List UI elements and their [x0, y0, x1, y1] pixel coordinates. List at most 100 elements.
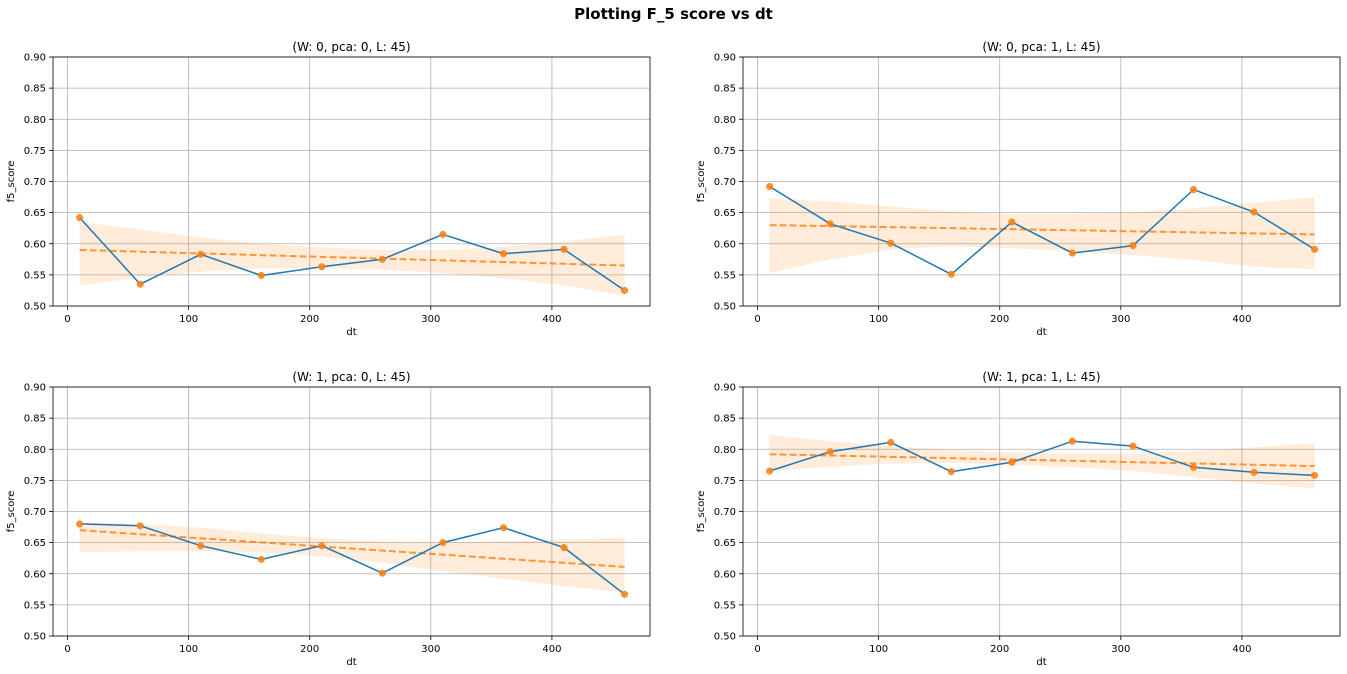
x-axis-label: dt: [1036, 327, 1046, 338]
y-tick-label: 0.55: [714, 270, 736, 281]
x-tick-label: 300: [421, 644, 440, 655]
data-point: [560, 245, 568, 253]
data-point: [257, 555, 265, 563]
y-axis-label: f5_score: [696, 491, 707, 533]
y-tick-label: 0.90: [714, 53, 736, 64]
x-tick-label: 200: [300, 314, 319, 325]
y-tick-label: 0.85: [714, 414, 736, 425]
x-tick-label: 300: [1111, 644, 1130, 655]
data-point: [378, 569, 386, 577]
y-tick-label: 0.65: [714, 208, 736, 219]
x-tick-label: 200: [990, 314, 1009, 325]
series-line: [79, 523, 626, 595]
data-point: [197, 250, 205, 258]
y-tick-label: 0.70: [714, 507, 736, 518]
y-tick-label: 0.60: [714, 239, 736, 250]
regression-line: [769, 224, 1315, 236]
x-tick-label: 100: [869, 314, 888, 325]
x-tick-label: 300: [421, 314, 440, 325]
series-line: [79, 217, 626, 292]
data-point: [947, 270, 955, 278]
y-tick-label: 0.60: [24, 239, 46, 250]
x-tick-label: 0: [64, 644, 70, 655]
data-point: [1189, 186, 1198, 194]
x-tick-label: 300: [1111, 314, 1130, 325]
data-point: [499, 524, 508, 532]
y-tick-label: 0.75: [714, 476, 736, 487]
y-tick-label: 0.70: [714, 177, 736, 188]
x-tick-label: 100: [869, 644, 888, 655]
y-tick-label: 0.60: [714, 569, 736, 580]
x-tick-label: 400: [542, 644, 561, 655]
data-point: [766, 467, 774, 475]
y-tick-label: 0.80: [24, 445, 46, 456]
y-axis-label: f5_score: [6, 491, 17, 533]
regression-line: [79, 248, 625, 267]
data-point: [1250, 208, 1258, 216]
data-point: [1250, 468, 1258, 476]
x-axis-label: dt: [346, 327, 356, 338]
y-tick-label: 0.90: [24, 383, 46, 394]
data-point: [621, 286, 629, 294]
subplot-4: 0 100 200 300 400 0.50 0.55 0.60 0.65 0.70 0.75 0.8…: [696, 370, 1341, 668]
subplot-1: 0 100 200 300 400 0.50 0.55 0.60 0.65 0.70 0.75 0.8…: [6, 40, 651, 338]
confidence-band: [769, 434, 1315, 489]
data-point: [826, 448, 834, 456]
x-tick-label: 100: [179, 314, 198, 325]
x-tick-label: 0: [754, 644, 760, 655]
x-tick-label: 200: [990, 644, 1009, 655]
x-tick-label: 0: [64, 314, 70, 325]
y-tick-label: 0.65: [24, 208, 46, 219]
data-point: [947, 468, 955, 476]
y-tick-label: 0.75: [24, 146, 46, 157]
subplot-title: (W: 0, pca: 1, L: 45): [982, 40, 1100, 54]
y-tick-label: 0.55: [24, 270, 46, 281]
x-axis-label: dt: [1036, 657, 1046, 668]
series-line: [769, 185, 1315, 276]
y-tick-label: 0.65: [714, 538, 736, 549]
data-point: [1008, 458, 1016, 466]
data-point: [1068, 437, 1076, 445]
confidence-band: [769, 197, 1315, 273]
y-tick-label: 0.65: [24, 538, 46, 549]
data-point: [766, 182, 774, 191]
data-point: [499, 250, 508, 258]
x-tick-label: 400: [1232, 644, 1251, 655]
x-tick-label: 200: [300, 644, 319, 655]
y-tick-label: 0.90: [714, 383, 736, 394]
data-point: [318, 542, 326, 550]
y-tick-label: 0.85: [24, 414, 46, 425]
data-point: [378, 255, 386, 263]
data-point: [1129, 442, 1137, 450]
x-tick-label: 400: [542, 314, 561, 325]
data-point: [76, 214, 84, 222]
y-tick-label: 0.80: [24, 115, 46, 126]
subplot-title: (W: 1, pca: 0, L: 45): [292, 370, 410, 384]
x-axis-label: dt: [346, 657, 356, 668]
y-tick-label: 0.60: [24, 569, 46, 580]
y-tick-label: 0.55: [714, 600, 736, 611]
subplot-title: (W: 0, pca: 0, L: 45): [292, 40, 410, 54]
regression-line: [769, 453, 1315, 468]
x-tick-label: 100: [179, 644, 198, 655]
data-point: [439, 230, 447, 238]
data-point: [826, 220, 834, 228]
subplot-3: 0 100 200 300 400 0.50 0.55 0.60 0.65 0.70 0.75 0.8…: [6, 370, 651, 668]
confidence-band: [79, 222, 625, 296]
y-axis-label: f5_score: [696, 161, 707, 203]
y-tick-label: 0.70: [24, 507, 46, 518]
data-point: [1008, 218, 1016, 226]
x-tick-label: 0: [754, 314, 760, 325]
y-tick-label: 0.50: [24, 632, 46, 643]
y-tick-label: 0.85: [24, 84, 46, 95]
y-tick-label: 0.75: [714, 146, 736, 157]
y-axis-label: f5_score: [6, 161, 17, 203]
y-tick-label: 0.80: [714, 445, 736, 456]
y-tick-label: 0.50: [714, 302, 736, 313]
data-point: [1189, 463, 1198, 471]
y-tick-label: 0.50: [24, 302, 46, 313]
data-point: [887, 438, 895, 446]
subplot-title: (W: 1, pca: 1, L: 45): [982, 370, 1100, 384]
y-tick-label: 0.70: [24, 177, 46, 188]
data-point: [318, 263, 326, 271]
